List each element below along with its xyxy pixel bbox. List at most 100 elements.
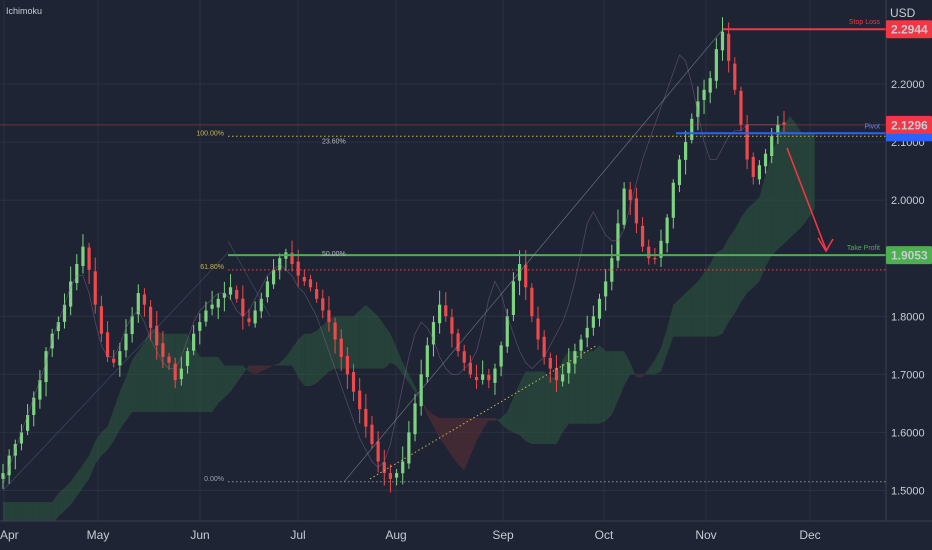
candle-body bbox=[173, 363, 177, 381]
candle-body bbox=[511, 281, 516, 315]
candle-body bbox=[524, 264, 528, 288]
candle bbox=[216, 293, 220, 320]
time-axis[interactable]: Apr May Jun Jul Aug Sep Oct Nov Dec bbox=[0, 520, 932, 550]
price-tick-label: 2.0000 bbox=[891, 195, 925, 207]
projection-arrow bbox=[786, 147, 827, 250]
projection-arrowhead bbox=[817, 237, 834, 253]
cloud-segment bbox=[605, 351, 612, 421]
cloud-segment bbox=[501, 412, 508, 430]
candle bbox=[474, 364, 479, 389]
cloud-segment bbox=[538, 371, 545, 444]
cloud-segment bbox=[15, 502, 22, 526]
candle-body bbox=[148, 306, 153, 328]
candle bbox=[499, 341, 503, 377]
candle bbox=[727, 22, 731, 73]
cloud-segment bbox=[169, 333, 176, 413]
candle-body bbox=[228, 287, 233, 295]
candle bbox=[75, 254, 79, 291]
candle bbox=[345, 347, 349, 390]
candle bbox=[179, 356, 183, 386]
month-label: May bbox=[87, 528, 110, 542]
candle-body bbox=[690, 118, 694, 140]
candle bbox=[493, 363, 497, 395]
candle-body bbox=[382, 462, 386, 474]
cloud-segment bbox=[218, 356, 225, 404]
candle bbox=[339, 329, 343, 371]
candle-body bbox=[739, 90, 743, 125]
price-axis[interactable]: 1.50001.60001.70001.80002.00002.10002.20… bbox=[885, 0, 932, 550]
candle bbox=[696, 86, 700, 131]
gridlines bbox=[0, 0, 886, 521]
candle bbox=[136, 284, 140, 323]
candle-body bbox=[770, 136, 774, 157]
candle-body bbox=[241, 298, 245, 317]
cloud-segment bbox=[427, 409, 434, 427]
candle bbox=[265, 276, 270, 303]
candle-body bbox=[19, 432, 24, 444]
candle bbox=[99, 295, 103, 342]
cloud-segment bbox=[107, 409, 114, 450]
candle bbox=[25, 403, 30, 436]
candle bbox=[81, 234, 85, 274]
candle bbox=[481, 360, 485, 385]
candle-body bbox=[401, 461, 405, 474]
candle bbox=[776, 115, 780, 144]
candle-body bbox=[364, 408, 368, 427]
candle bbox=[407, 421, 411, 469]
candle bbox=[628, 181, 632, 215]
candle-body bbox=[714, 49, 718, 81]
candle-body bbox=[659, 240, 663, 258]
candle-body bbox=[155, 325, 159, 346]
candle-body bbox=[370, 424, 374, 445]
cloud-segment bbox=[126, 359, 133, 421]
candle bbox=[763, 148, 768, 174]
candle-body bbox=[431, 322, 436, 345]
candle bbox=[1, 463, 5, 489]
candle bbox=[93, 257, 97, 314]
candle bbox=[235, 285, 239, 303]
cloud-segment bbox=[765, 153, 772, 267]
stop-loss-badge-text: 2.2944 bbox=[891, 23, 928, 37]
cloud-segment bbox=[753, 197, 760, 288]
candle-body bbox=[290, 252, 294, 265]
candle-body bbox=[216, 298, 220, 308]
candle bbox=[640, 217, 645, 252]
cloud-segment bbox=[255, 365, 262, 375]
candle-body bbox=[407, 432, 411, 464]
candle-body bbox=[25, 415, 30, 431]
cloud-segment bbox=[464, 417, 471, 471]
candle bbox=[198, 313, 202, 345]
candle bbox=[321, 289, 325, 319]
month-label: Jun bbox=[190, 528, 209, 542]
cloud-segment bbox=[261, 365, 268, 372]
cloud-segment bbox=[722, 237, 729, 334]
cloud-segment bbox=[292, 339, 299, 378]
candle bbox=[241, 285, 245, 330]
stop-loss-badge[interactable]: 2.2944 bbox=[886, 20, 932, 39]
candle-body bbox=[462, 351, 466, 363]
candle-body bbox=[481, 374, 485, 380]
candle-body bbox=[161, 343, 165, 357]
cloud-segment bbox=[396, 348, 403, 375]
price-tick-label: 2.2000 bbox=[891, 79, 925, 91]
candle bbox=[548, 352, 552, 383]
cloud-segment bbox=[33, 502, 40, 526]
candle-body bbox=[136, 293, 140, 315]
take-profit-badge[interactable]: 1.9053 bbox=[886, 246, 932, 265]
candle bbox=[597, 293, 602, 327]
candle bbox=[192, 325, 196, 356]
candle bbox=[647, 239, 651, 265]
current-price-badge[interactable]: 2.1296 bbox=[886, 115, 932, 134]
candle bbox=[702, 79, 706, 115]
cloud-segment bbox=[618, 351, 625, 401]
candle-body bbox=[38, 380, 42, 400]
cloud-segment bbox=[734, 217, 741, 314]
candle bbox=[247, 309, 251, 327]
stop-loss-badge-box bbox=[886, 20, 932, 39]
indicator-label[interactable]: Ichimoku bbox=[6, 6, 42, 16]
cloud-segment bbox=[310, 330, 317, 386]
pivot-label: Pivot bbox=[864, 123, 880, 130]
candle-body bbox=[93, 271, 97, 305]
candle-body bbox=[548, 357, 552, 369]
